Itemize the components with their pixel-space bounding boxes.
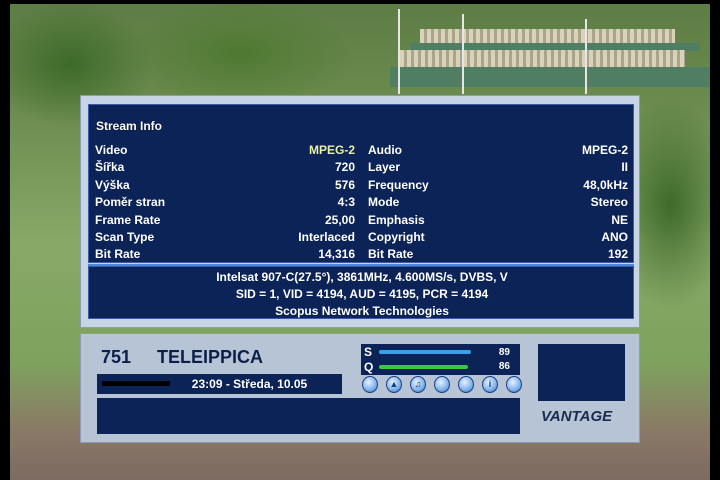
lock-icon: ▲ (386, 376, 402, 393)
hd-icon (362, 376, 378, 393)
channel-number: 751 (101, 347, 132, 367)
audio-label: Audio (368, 143, 402, 157)
video-label: Výška (95, 177, 130, 192)
strength-label: S (364, 345, 373, 359)
video-label: Poměr stran (95, 195, 166, 210)
audio-value: MPEG-2 (581, 143, 628, 157)
audio-value: II (621, 160, 628, 175)
transponder-text: Intelsat 907-C(27.5°), 3861MHz, 4.600MS/… (216, 270, 508, 284)
quality-fill (379, 365, 468, 369)
video-value: 14,316 (318, 247, 355, 262)
divider (88, 264, 634, 266)
time-bar: 23:09 - Středa, 10.05 (97, 374, 342, 394)
video-label: Bit Rate (95, 247, 141, 262)
subtitle-icon (434, 376, 450, 393)
dolby-icon (458, 376, 474, 393)
provider-text: Scopus Network Technologies (275, 304, 449, 318)
audio-label: Frequency (368, 177, 429, 192)
audio-value: 48,0kHz (583, 177, 628, 192)
audio-value: NE (611, 212, 628, 227)
status-icons: ▲ ♫ i (362, 376, 522, 394)
channel-info-bar: 751 TELEIPPICA 23:09 - Středa, 10.05 S 8… (80, 333, 640, 443)
music-icon: ♫ (410, 376, 426, 393)
info-icon: i (482, 376, 498, 393)
quality-label: Q (364, 360, 374, 374)
video-value: MPEG-2 (308, 143, 355, 157)
video-label: Frame Rate (95, 212, 161, 227)
strength-value: 89 (498, 347, 510, 358)
video-value: 25,00 (324, 212, 355, 227)
datetime: 23:09 - Středa, 10.05 (191, 377, 308, 391)
video-value: 4:3 (337, 195, 355, 210)
video-label: Šířka (95, 160, 125, 175)
panel-title: Stream Info (96, 119, 163, 133)
event-info-area (97, 398, 520, 434)
audio-label: Emphasis (368, 212, 425, 227)
audio-label: Mode (368, 195, 400, 210)
stream-info-panel: Stream Info Video MPEG-2 Šířka 720 Výška 576 P… (80, 95, 640, 328)
vantage-logo: VANTAGE (541, 408, 613, 425)
signal-box: S 89 Q 86 (361, 344, 520, 375)
audio-value: ANO (601, 230, 628, 244)
video-value: Interlaced (298, 230, 355, 244)
audio-label: Layer (368, 160, 401, 175)
video-value: 576 (334, 177, 355, 192)
video-label: Video (95, 143, 128, 157)
event-progress-bar (102, 381, 170, 386)
video-value: 720 (334, 160, 355, 175)
audio-label: Bit Rate (368, 247, 414, 262)
channel-name: TELEIPPICA (157, 347, 264, 367)
quality-value: 86 (498, 361, 510, 372)
strength-bar (379, 350, 482, 354)
quality-bar (379, 365, 482, 369)
transponder-info: Intelsat 907-C(27.5°), 3861MHz, 4.600MS/… (88, 266, 634, 319)
audio-value: Stereo (590, 195, 628, 210)
pid-text: SID = 1, VID = 4194, AUD = 4195, PCR = 4… (235, 287, 489, 301)
teletext-icon (506, 376, 522, 393)
audio-value: 192 (607, 247, 628, 262)
video-label: Scan Type (95, 230, 155, 244)
audio-label: Copyright (368, 230, 425, 244)
strength-fill (379, 350, 471, 354)
stream-info-details: Stream Info Video MPEG-2 Šířka 720 Výška 576 P… (88, 104, 634, 263)
preview-box (538, 344, 625, 401)
